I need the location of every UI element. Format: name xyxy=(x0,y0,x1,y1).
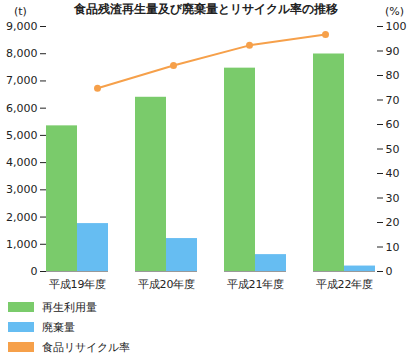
svg-text:10: 10 xyxy=(386,241,400,254)
svg-text:90: 90 xyxy=(386,45,400,58)
html-text:食品残渣再生量及び廃棄量とリサイクル率の推移: 食品残渣再生量及び廃棄量とリサイクル率の推移 xyxy=(73,2,338,16)
svg-text:平成19年度: 平成19年度 xyxy=(49,278,107,291)
svg-text:平成21年度: 平成21年度 xyxy=(227,278,285,291)
svg-text:20: 20 xyxy=(386,216,400,229)
html-text:(t): (t) xyxy=(14,5,27,18)
svg-text:60: 60 xyxy=(386,118,400,131)
svg-text:6,000: 6,000 xyxy=(6,102,38,115)
svg-text:平成20年度: 平成20年度 xyxy=(138,278,196,291)
svg-text:4,000: 4,000 xyxy=(6,156,38,169)
svg-text:7,000: 7,000 xyxy=(6,74,38,87)
svg-text:30: 30 xyxy=(386,192,400,205)
svg-text:1,000: 1,000 xyxy=(6,238,38,251)
svg-text:3,000: 3,000 xyxy=(6,183,38,196)
svg-text:9,000: 9,000 xyxy=(6,20,38,33)
svg-text:70: 70 xyxy=(386,94,400,107)
svg-text:5,000: 5,000 xyxy=(6,129,38,142)
svg-text:100: 100 xyxy=(386,20,407,33)
svg-text:0: 0 xyxy=(386,265,393,278)
svg-text:8,000: 8,000 xyxy=(6,47,38,60)
svg-text:80: 80 xyxy=(386,69,400,82)
svg-text:0: 0 xyxy=(31,265,38,278)
svg-text:2,000: 2,000 xyxy=(6,211,38,224)
svg-text:40: 40 xyxy=(386,167,400,180)
svg-text:50: 50 xyxy=(386,143,400,156)
html-text:再生利用量: 再生利用量 xyxy=(42,300,97,314)
html-text:食品リサイクル率: 食品リサイクル率 xyxy=(42,340,130,354)
svg-text:平成22年度: 平成22年度 xyxy=(316,278,374,291)
html-text:廃棄量: 廃棄量 xyxy=(42,320,75,334)
